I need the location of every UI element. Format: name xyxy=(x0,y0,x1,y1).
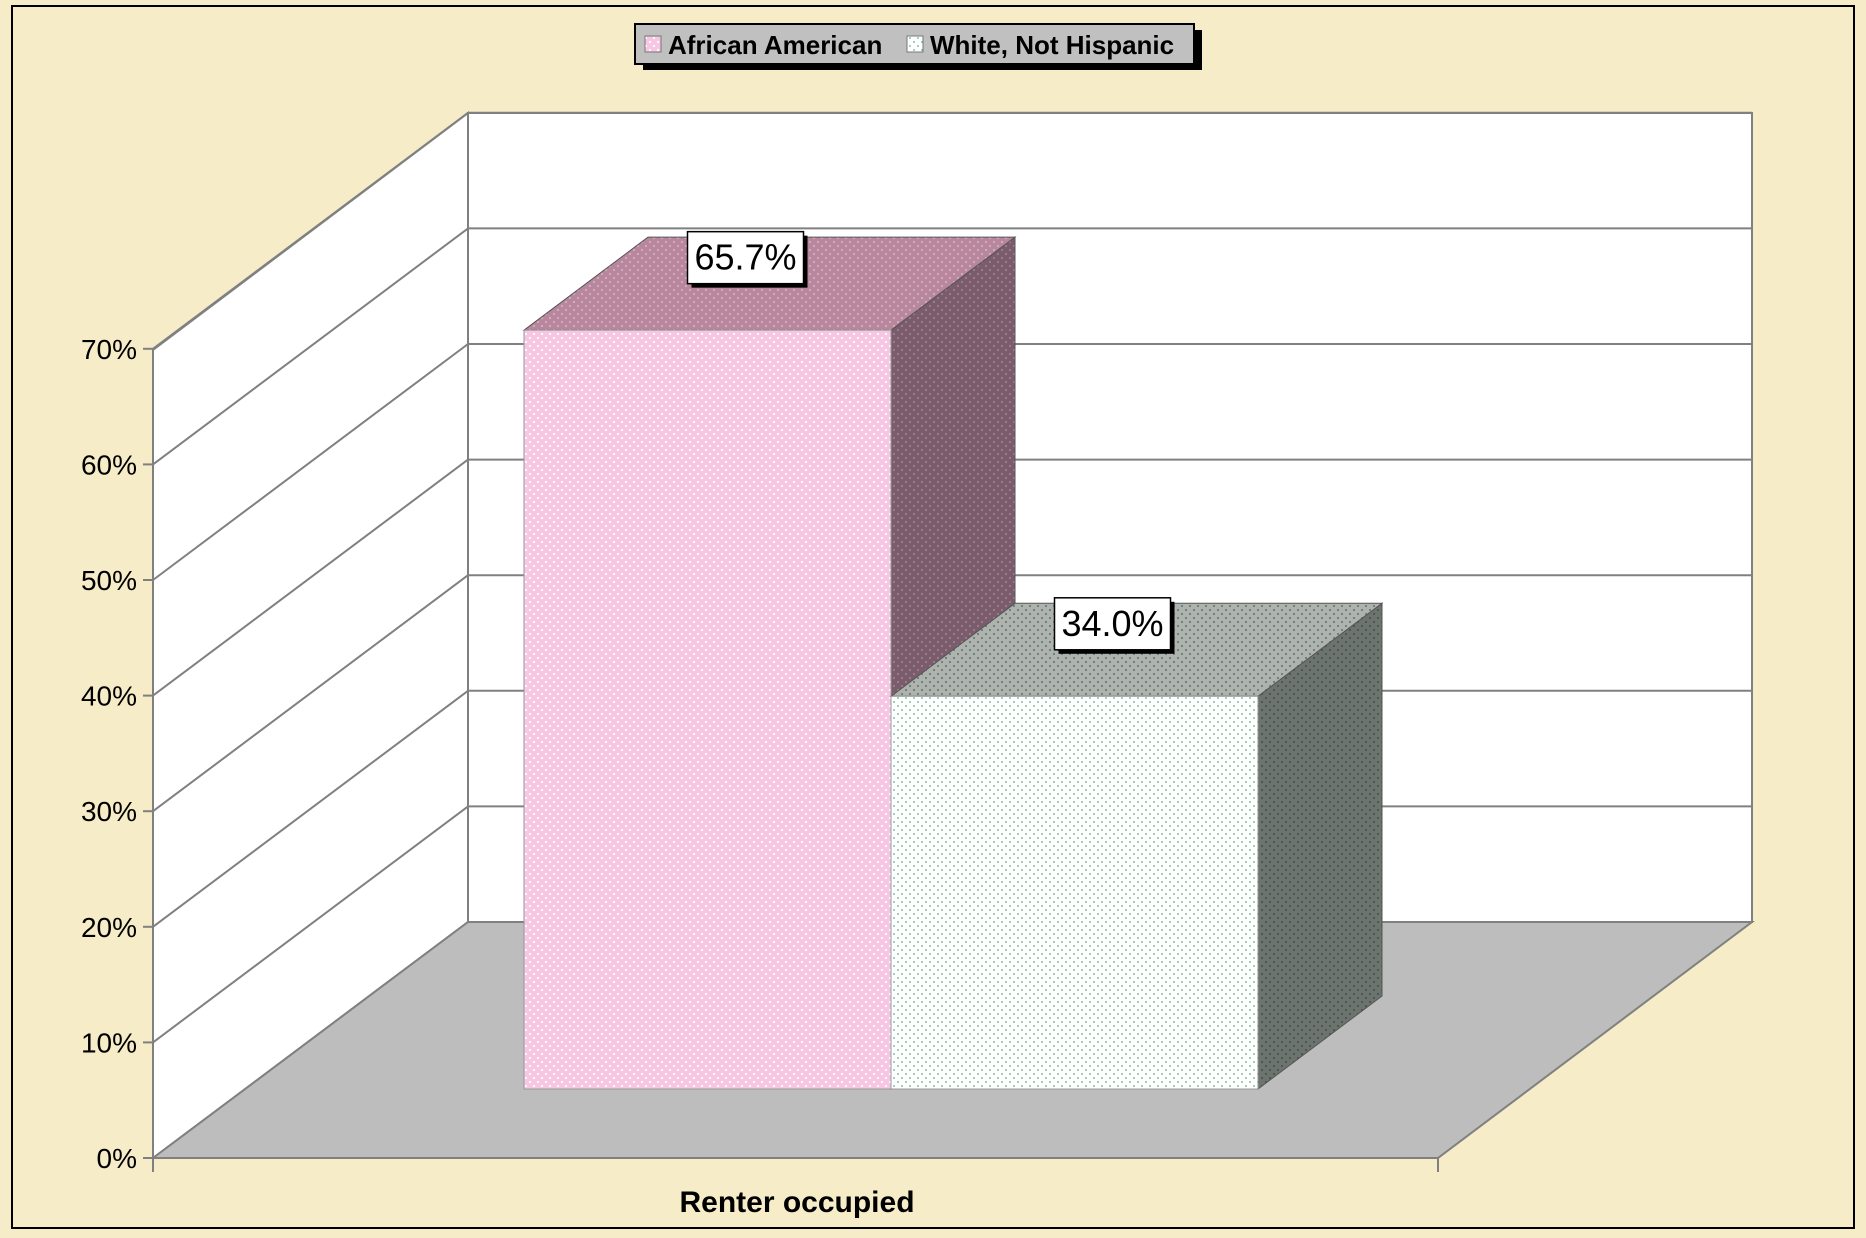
bar-white-not-hispanic xyxy=(890,695,1259,1090)
gridline-side xyxy=(152,574,469,813)
y-tick-label: 50% xyxy=(81,565,137,596)
y-tick-label: 0% xyxy=(97,1143,137,1174)
data-label-box xyxy=(1053,597,1172,651)
bars xyxy=(522,236,1384,1090)
y-tick-label: 30% xyxy=(81,796,137,827)
data-label-african-american: 65.7% xyxy=(694,237,796,278)
legend-swatch-white-not-hispanic xyxy=(906,35,924,53)
gridline-side xyxy=(152,458,469,697)
bar-african-american xyxy=(523,329,892,1090)
gridline-side xyxy=(152,805,469,1044)
y-tick-label: 10% xyxy=(81,1027,137,1058)
chart-frame xyxy=(11,5,1855,1229)
gridline-side xyxy=(152,111,469,350)
legend: African American White, Not Hispanic xyxy=(634,23,1202,70)
gridline-side xyxy=(152,689,469,928)
gridline-side xyxy=(152,343,469,581)
category-label: Renter occupied xyxy=(679,1186,914,1219)
y-tick-label: 40% xyxy=(81,681,137,712)
legend-label-white-not-hispanic: White, Not Hispanic xyxy=(930,30,1174,60)
gridline-side xyxy=(152,227,469,466)
y-tick-label: 60% xyxy=(81,449,137,480)
data-labels: 65.7% 34.0% xyxy=(686,230,1175,654)
y-axis: 0% 10% 20% 30% 40% 50% 60% 70% xyxy=(81,334,1439,1174)
data-label-box xyxy=(686,230,805,285)
data-label-white-not-hispanic: 34.0% xyxy=(1061,603,1163,644)
legend-label-african-american: African American xyxy=(668,30,882,60)
y-tick-label: 70% xyxy=(81,334,137,365)
y-tick-label: 20% xyxy=(81,912,137,943)
legend-swatch-african-american xyxy=(644,35,662,53)
